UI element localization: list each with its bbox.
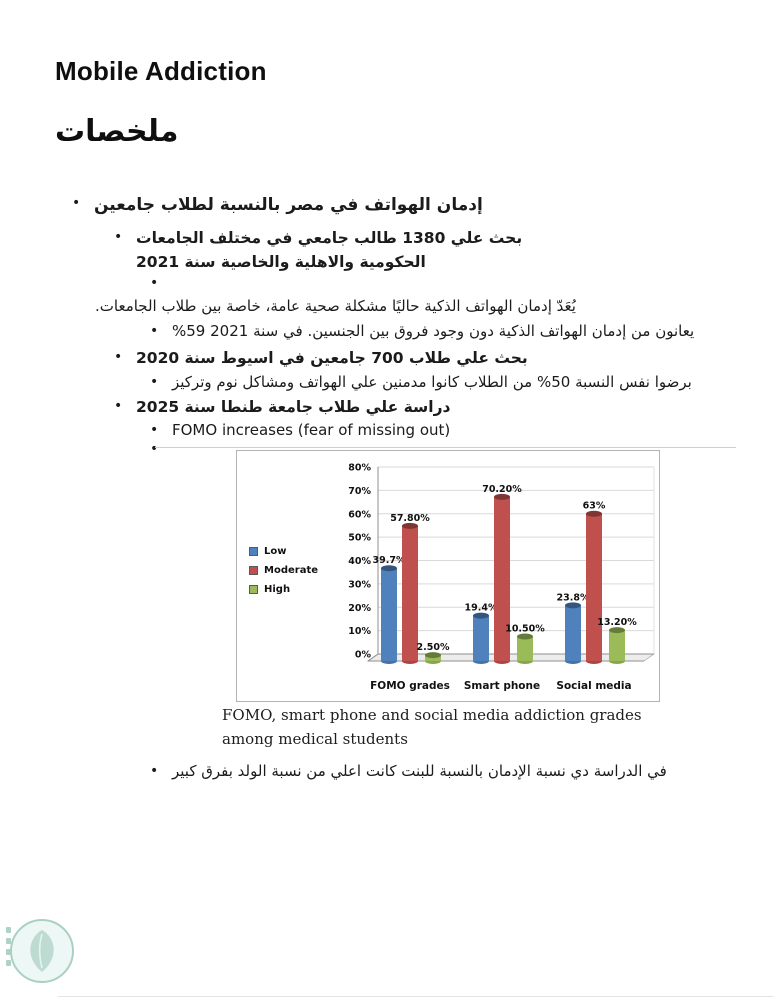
svg-text:13.20%: 13.20%	[597, 617, 637, 628]
svg-text:80%: 80%	[348, 463, 371, 474]
bullet-icon	[114, 226, 136, 249]
bullet-icon	[150, 371, 172, 394]
bullet-icon	[150, 438, 172, 461]
list-item-study-2020: بحث علي طلاب 700 جامعين في اسيوط سنة 202…	[114, 346, 528, 370]
list-item-text: دراسة علي طلاب جامعة طنطا سنة 2025	[136, 398, 451, 416]
list-item-text: بحث علي 1380 طالب جامعي في مختلف الجامعا…	[136, 229, 523, 272]
chart-legend: Low Moderate High	[249, 546, 318, 595]
svg-text:70%: 70%	[348, 486, 371, 497]
figure-caption: FOMO, smart phone and social media addic…	[222, 706, 642, 748]
section-heading-ar: ملخصات	[55, 114, 179, 149]
list-item-study-2021: بحث علي 1380 طالب جامعي في مختلف الجامعا…	[114, 226, 586, 274]
bullet-icon	[150, 320, 172, 343]
image-frame-line	[155, 447, 736, 448]
list-item-image	[150, 438, 172, 461]
legend-item: Low	[249, 546, 318, 557]
list-item-text: برضوا نفس النسبة 50% من الطلاب كانوا مدم…	[172, 373, 692, 391]
list-item-text: FOMO increases (fear of missing out)	[172, 421, 451, 439]
svg-text:Smart phone: Smart phone	[464, 680, 540, 692]
legend-label: Moderate	[264, 565, 319, 576]
page-bottom-divider	[58, 996, 773, 997]
bullet-icon	[72, 192, 94, 215]
legend-item: High	[249, 584, 318, 595]
svg-text:10.50%: 10.50%	[505, 623, 545, 634]
watermark-script-marks	[6, 927, 11, 966]
svg-text:2.50%: 2.50%	[417, 642, 450, 653]
list-item-fomo: FOMO increases (fear of missing out)	[150, 419, 450, 442]
leaf-logo-icon	[10, 919, 74, 983]
bullet-icon	[114, 395, 136, 418]
bullet-icon	[150, 272, 172, 295]
legend-swatch-icon	[249, 566, 258, 575]
list-item-conclusion: في الدراسة دي نسبة الإدمان بالنسبة للبنت…	[150, 760, 667, 783]
list-item-topic: إدمان الهواتف في مصر بالنسبة لطلاب جامعي…	[72, 192, 483, 218]
svg-text:Social media: Social media	[556, 680, 631, 692]
svg-text:60%: 60%	[348, 509, 371, 520]
svg-text:0%: 0%	[355, 650, 372, 661]
svg-text:19.4%: 19.4%	[465, 603, 498, 614]
list-item-empty	[150, 272, 172, 295]
svg-text:57.80%: 57.80%	[390, 513, 430, 524]
svg-text:40%: 40%	[348, 556, 371, 567]
list-item-text: في الدراسة دي نسبة الإدمان بالنسبة للبنت…	[172, 762, 667, 780]
legend-swatch-icon	[249, 547, 258, 556]
legend-swatch-icon	[249, 585, 258, 594]
svg-text:20%: 20%	[348, 603, 371, 614]
svg-text:30%: 30%	[348, 579, 371, 590]
list-item-text: إدمان الهواتف في مصر بالنسبة لطلاب جامعي…	[94, 195, 483, 215]
list-item-fact-2021: يعانون من إدمان الهواتف الذكية دون وجود …	[150, 320, 694, 343]
legend-label: High	[264, 584, 291, 595]
svg-text:FOMO grades: FOMO grades	[370, 680, 450, 692]
chart-canvas: 0% 10% 20% 30% 40% 50% 60% 70% 80% 39.7% 19.4% 23.8…	[348, 463, 656, 692]
leaf-icon	[30, 930, 54, 972]
legend-label: Low	[264, 546, 287, 557]
svg-text:70.20%: 70.20%	[482, 484, 522, 495]
chart-figure: 0% 10% 20% 30% 40% 50% 60% 70% 80% 39.7% 19.4% 23.8…	[236, 450, 660, 702]
bullet-icon	[114, 346, 136, 369]
svg-text:39.7%: 39.7%	[373, 555, 406, 566]
list-item-fact-2020: برضوا نفس النسبة 50% من الطلاب كانوا مدم…	[150, 371, 692, 394]
watermark-logo	[6, 917, 76, 989]
svg-text:50%: 50%	[348, 533, 371, 544]
list-item-study-2025: دراسة علي طلاب جامعة طنطا سنة 2025	[114, 395, 450, 419]
svg-text:63%: 63%	[583, 501, 606, 512]
list-item-text: بحث علي طلاب 700 جامعين في اسيوط سنة 202…	[136, 349, 528, 367]
legend-item: Moderate	[249, 565, 318, 576]
bullet-icon	[150, 760, 172, 783]
page-title: Mobile Addiction	[55, 56, 267, 86]
list-item-text: يعانون من إدمان الهواتف الذكية دون وجود …	[172, 322, 695, 340]
paragraph-general-fact: يُعَدّ إدمان الهواتف الذكية حاليًا مشكلة…	[95, 297, 576, 315]
svg-text:10%: 10%	[348, 626, 371, 637]
svg-text:23.8%: 23.8%	[557, 592, 590, 603]
